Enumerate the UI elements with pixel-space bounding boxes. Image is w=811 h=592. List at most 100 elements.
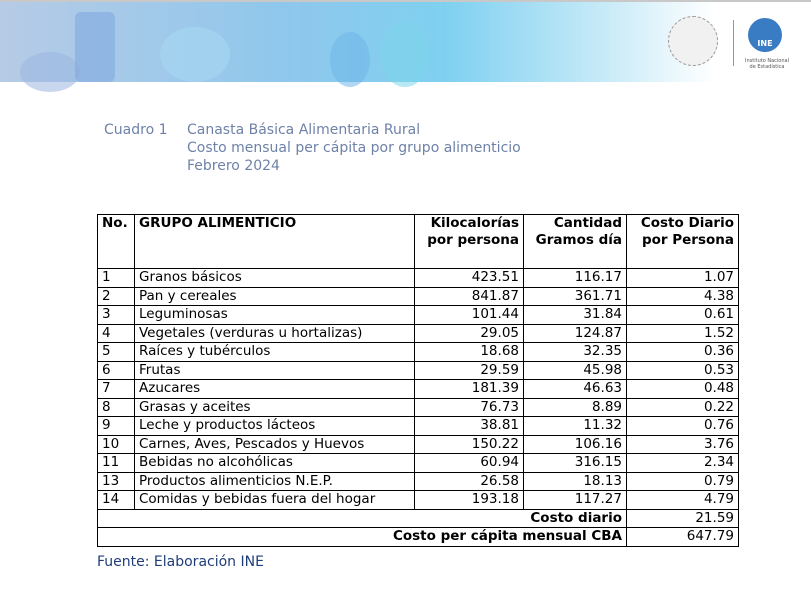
food-group: Azucares (134, 379, 415, 399)
daily-cost-label: Costo diario (97, 508, 627, 528)
grams-per-day: 11.32 (523, 416, 627, 436)
kilocalories: 841.87 (414, 286, 524, 306)
kilocalories: 26.58 (414, 471, 524, 491)
food-group: Frutas (134, 360, 415, 380)
row-number: 9 (97, 416, 135, 436)
table-row: 14 Comidas y bebidas fuera del hogar 193.1… (97, 490, 739, 510)
food-group: Comidas y bebidas fuera del hogar (134, 490, 415, 510)
table-row: 7 Azucares 181.39 46.63 0.48 (97, 379, 739, 399)
col-header-group: GRUPO ALIMENTICIO (134, 214, 415, 269)
daily-cost: 0.36 (626, 342, 739, 362)
daily-cost: 1.07 (626, 268, 739, 288)
table-row: 10 Carnes, Aves, Pescados y Huevos 150.22 1… (97, 434, 739, 454)
row-number: 4 (97, 323, 135, 343)
guatemala-seal-logo (668, 16, 718, 66)
food-illustration (75, 12, 115, 82)
grams-per-day: 361.71 (523, 286, 627, 306)
food-group: Vegetales (verduras u hortalizas) (134, 323, 415, 343)
ine-logo: INE (748, 18, 782, 52)
table-row: 5 Raíces y tubérculos 18.68 32.35 0.36 (97, 342, 739, 362)
daily-cost: 0.53 (626, 360, 739, 380)
kilocalories: 60.94 (414, 453, 524, 473)
grams-per-day: 31.84 (523, 305, 627, 325)
daily-cost: 0.79 (626, 471, 739, 491)
table-row: 6 Frutas 29.59 45.98 0.53 (97, 360, 739, 380)
kilocalories: 423.51 (414, 268, 524, 288)
kilocalories: 193.18 (414, 490, 524, 510)
table-label: Cuadro 1 (104, 122, 168, 138)
source-note: Fuente: Elaboración INE (97, 554, 264, 570)
food-group: Raíces y tubérculos (134, 342, 415, 362)
daily-cost: 0.22 (626, 397, 739, 417)
logo-divider (733, 20, 734, 66)
table-row: 4 Vegetales (verduras u hortalizas) 29.05 1… (97, 323, 739, 343)
table-row: 9 Leche y productos lácteos 38.81 11.32 0.76 (97, 416, 739, 436)
daily-cost: 1.52 (626, 323, 739, 343)
food-illustration (20, 52, 80, 92)
grams-per-day: 106.16 (523, 434, 627, 454)
food-group: Granos básicos (134, 268, 415, 288)
header-banner: INE Instituto Nacional de Estadística (0, 0, 811, 92)
row-number: 10 (97, 434, 135, 454)
kilocalories: 76.73 (414, 397, 524, 417)
food-illustration (160, 27, 230, 82)
kilocalories: 29.05 (414, 323, 524, 343)
table-row: 11 Bebidas no alcohólicas 60.94 316.15 2.34 (97, 453, 739, 473)
row-number: 13 (97, 471, 135, 491)
food-illustration (330, 32, 370, 87)
table-row: 2 Pan y cereales 841.87 361.71 4.38 (97, 286, 739, 306)
row-number: 6 (97, 360, 135, 380)
row-number: 2 (97, 286, 135, 306)
title-line-3: Febrero 2024 (187, 158, 280, 174)
daily-cost: 0.61 (626, 305, 739, 325)
food-group: Productos alimenticios N.E.P. (134, 471, 415, 491)
col-header-kcal: Kilocalorías por persona (414, 214, 524, 269)
grams-per-day: 46.63 (523, 379, 627, 399)
daily-cost: 0.48 (626, 379, 739, 399)
daily-cost-value: 21.59 (626, 508, 739, 528)
row-number: 11 (97, 453, 135, 473)
kilocalories: 150.22 (414, 434, 524, 454)
food-group: Pan y cereales (134, 286, 415, 306)
kilocalories: 101.44 (414, 305, 524, 325)
row-number: 1 (97, 268, 135, 288)
daily-cost-row: Costo diario 21.59 (97, 508, 739, 528)
food-group: Carnes, Aves, Pescados y Huevos (134, 434, 415, 454)
row-number: 14 (97, 490, 135, 510)
grams-per-day: 316.15 (523, 453, 627, 473)
monthly-cost-label: Costo per cápita mensual CBA (97, 527, 627, 547)
title-line-2: Costo mensual per cápita por grupo alime… (187, 140, 521, 156)
food-illustration (380, 22, 430, 87)
col-header-cost: Costo Diario por Persona (626, 214, 739, 269)
food-group: Bebidas no alcohólicas (134, 453, 415, 473)
grams-per-day: 116.17 (523, 268, 627, 288)
grams-per-day: 8.89 (523, 397, 627, 417)
table-row: 1 Granos básicos 423.51 116.17 1.07 (97, 268, 739, 288)
kilocalories: 38.81 (414, 416, 524, 436)
daily-cost: 3.76 (626, 434, 739, 454)
kilocalories: 29.59 (414, 360, 524, 380)
row-number: 7 (97, 379, 135, 399)
food-group: Leche y productos lácteos (134, 416, 415, 436)
grams-per-day: 117.27 (523, 490, 627, 510)
kilocalories: 181.39 (414, 379, 524, 399)
monthly-cost-value: 647.79 (626, 527, 739, 547)
grams-per-day: 18.13 (523, 471, 627, 491)
ine-name: Instituto Nacional de Estadística (745, 58, 789, 70)
row-number: 8 (97, 397, 135, 417)
col-header-no: No. (97, 214, 135, 269)
food-group: Grasas y aceites (134, 397, 415, 417)
table-header-row: No. GRUPO ALIMENTICIO Kilocalorías por p… (97, 214, 739, 269)
food-group: Leguminosas (134, 305, 415, 325)
table-row: 3 Leguminosas 101.44 31.84 0.61 (97, 305, 739, 325)
row-number: 5 (97, 342, 135, 362)
daily-cost: 0.76 (626, 416, 739, 436)
row-number: 3 (97, 305, 135, 325)
monthly-cost-row: Costo per cápita mensual CBA 647.79 (97, 527, 739, 547)
daily-cost: 4.79 (626, 490, 739, 510)
table-row: 8 Grasas y aceites 76.73 8.89 0.22 (97, 397, 739, 417)
kilocalories: 18.68 (414, 342, 524, 362)
grams-per-day: 32.35 (523, 342, 627, 362)
daily-cost: 4.38 (626, 286, 739, 306)
food-basket-table: No. GRUPO ALIMENTICIO Kilocalorías por p… (97, 214, 739, 547)
